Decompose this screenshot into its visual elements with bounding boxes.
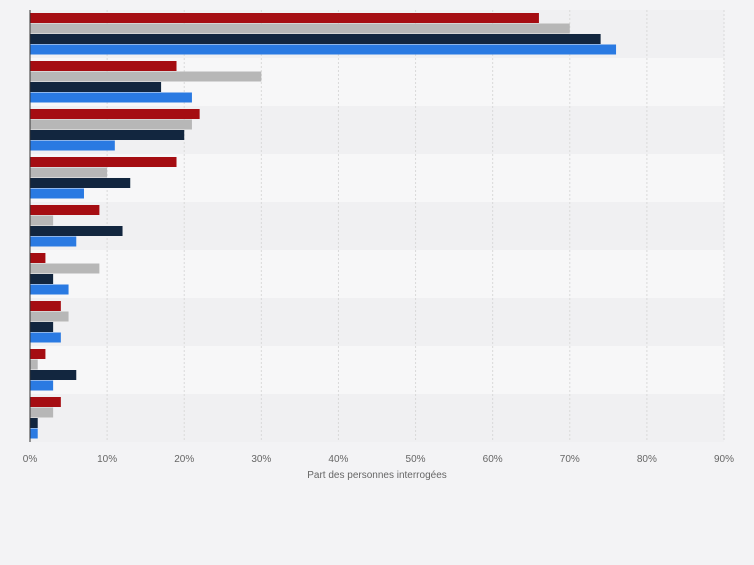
bar xyxy=(30,13,539,23)
x-tick-label: 80% xyxy=(637,454,657,465)
bar xyxy=(30,322,54,332)
x-tick-label: 60% xyxy=(483,454,503,465)
bar xyxy=(30,140,115,151)
category-band xyxy=(30,298,724,346)
bar xyxy=(30,157,177,167)
bar xyxy=(30,92,192,103)
bar xyxy=(30,380,54,391)
bar xyxy=(30,109,200,119)
bar xyxy=(30,407,54,418)
bar xyxy=(30,274,54,284)
x-tick-label: 20% xyxy=(174,454,194,465)
bar xyxy=(30,236,77,247)
bars xyxy=(30,13,617,439)
bar xyxy=(30,178,131,188)
bar xyxy=(30,82,162,92)
bar xyxy=(30,332,61,343)
bar xyxy=(30,119,192,130)
bar xyxy=(30,349,46,359)
bar xyxy=(30,418,38,428)
bar xyxy=(30,44,617,55)
bar xyxy=(30,359,38,370)
bar xyxy=(30,263,100,274)
category-band xyxy=(30,346,724,394)
bar xyxy=(30,253,46,263)
bar xyxy=(30,301,61,311)
bar xyxy=(30,167,108,178)
category-band xyxy=(30,202,724,250)
category-band xyxy=(30,394,724,442)
x-tick-label: 50% xyxy=(406,454,426,465)
x-tick-label: 30% xyxy=(251,454,271,465)
bar xyxy=(30,34,601,44)
bar xyxy=(30,188,84,199)
bar xyxy=(30,23,570,34)
bar xyxy=(30,205,100,215)
category-band xyxy=(30,250,724,298)
bar xyxy=(30,311,69,322)
bar xyxy=(30,370,77,380)
bar xyxy=(30,61,177,71)
x-tick-label: 40% xyxy=(328,454,348,465)
x-tick-label: 90% xyxy=(714,454,734,465)
category-bands xyxy=(30,10,724,442)
x-axis-label: Part des personnes interrogées xyxy=(307,470,447,481)
bar xyxy=(30,215,54,226)
bar xyxy=(30,284,69,295)
x-axis: 0% 10% 20% 30% 40% 50% 60% 70% 80% 90% xyxy=(23,10,734,465)
bar xyxy=(30,428,38,439)
bar xyxy=(30,71,262,82)
bar xyxy=(30,130,185,140)
bar xyxy=(30,397,61,407)
x-tick-label: 70% xyxy=(560,454,580,465)
bar xyxy=(30,226,123,236)
x-tick-label: 0% xyxy=(23,454,38,465)
x-tick-label: 10% xyxy=(97,454,117,465)
